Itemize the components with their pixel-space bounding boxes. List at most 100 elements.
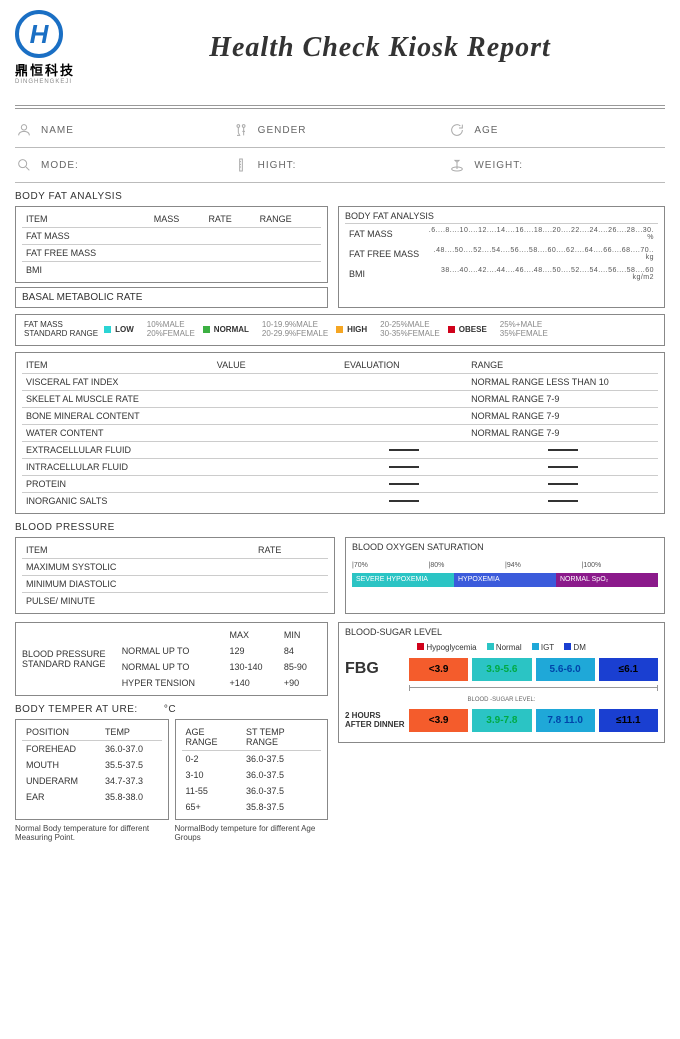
spo2-tick: |100%: [582, 562, 659, 569]
sugar-title: BLOOD-SUGAR LEVEL: [345, 627, 658, 637]
table-row: BMI: [22, 262, 150, 279]
fbg-segment: ≤11.1: [599, 709, 658, 732]
legend-item: HIGH20-25%MALE30-35%FEMALE: [336, 321, 440, 339]
table-row: FAT FREE MASS: [22, 245, 150, 262]
spo2-segment: SEVERE HYPOXEMIA: [352, 573, 454, 587]
report-header: H 鼎恒科技 DINGHENGKEJI Health Check Kiosk R…: [15, 10, 665, 85]
gender-label: GENDER: [258, 125, 307, 136]
table-row: 0-236.0-37.5: [182, 750, 322, 767]
table-row: 11-5536.0-37.5: [182, 783, 322, 799]
bmr-label: BASAL METABOLIC RATE: [22, 292, 142, 303]
table-row: VISCERAL FAT INDEXNORMAL RANGE LESS THAN…: [22, 373, 658, 390]
legend-title: FAT MASS STANDARD RANGE: [24, 321, 98, 339]
col-temp: TEMP: [101, 724, 162, 741]
bfa-title: BODY FAT ANALYSIS: [15, 191, 665, 202]
bp-title: BLOOD PRESSURE: [15, 522, 665, 533]
divider: [15, 182, 665, 183]
table-row: UNDERARM34.7-37.3: [22, 773, 162, 789]
info-row-2: MODE: HIGHT: WEIGHT:: [15, 152, 665, 178]
divider: [15, 147, 665, 148]
legend-item: LOW10%MALE20%FEMALE: [104, 321, 195, 339]
col-max: MAX: [226, 627, 280, 643]
table-row: FAT MASS: [22, 228, 150, 245]
logo-icon: H: [15, 10, 63, 58]
ruler-icon: [232, 156, 250, 174]
fbg-segment: <3.9: [409, 658, 468, 681]
fat-legend-box: FAT MASS STANDARD RANGE LOW10%MALE20%FEM…: [15, 314, 665, 346]
col-item: ITEM: [22, 357, 213, 374]
sugar-scale-line: [409, 687, 658, 693]
col-eval: EVALUATION: [340, 357, 467, 374]
table-row: NORMAL UP TO12984: [118, 643, 321, 659]
legend-item: Hypoglycemia: [417, 643, 476, 652]
col-min: MIN: [280, 627, 321, 643]
table-row: INTRACELLULAR FLUID: [22, 458, 658, 475]
temp-unit: °C: [164, 704, 176, 715]
page-title: Health Check Kiosk Report: [95, 32, 665, 64]
table-row: EXTRACELLULAR FLUID: [22, 441, 658, 458]
temp-note-right: NormalBody tempeture for different Age G…: [175, 824, 329, 842]
table-row: FOREHEAD36.0-37.0: [22, 740, 162, 757]
scale-row-label: BMI: [345, 264, 425, 284]
col-pos: POSITION: [22, 724, 101, 741]
temp-age-box: AGE RANGEST TEMP RANGE 0-236.0-37.53-103…: [175, 719, 329, 820]
logo-letter: H: [30, 19, 49, 50]
col-age: AGE RANGE: [182, 724, 242, 751]
bfa-right-title: BODY FAT ANALYSIS: [345, 211, 658, 224]
temp-title: BODY TEMPER AT URE:: [15, 704, 138, 715]
bp-range-table: MAXMIN NORMAL UP TO12984NORMAL UP TO130-…: [118, 627, 321, 691]
sugar-box: BLOOD-SUGAR LEVEL Hypoglycemia Normal IG…: [338, 622, 665, 743]
logo-en: DINGHENGKEJI: [15, 79, 75, 85]
legend-item: IGT: [532, 643, 555, 652]
col-range: RANGE: [256, 211, 321, 228]
sugar-scale-label: BLOOD -SUGAR LEVEL:: [345, 697, 658, 703]
table-row: INORGANIC SALTS: [22, 492, 658, 509]
col-rate: RATE: [254, 542, 328, 559]
spo2-title: BLOOD OXYGEN SATURATION: [352, 542, 658, 552]
after-dinner-label: 2 HOURS AFTER DINNER: [345, 711, 405, 730]
person-icon: [15, 121, 33, 139]
col-rate: RATE: [204, 211, 255, 228]
after-dinner-row: 2 HOURS AFTER DINNER <3.93.9-7.87.8 11.0…: [345, 709, 658, 732]
bp-range-title: BLOOD PRESSURE STANDARD RANGE: [22, 627, 112, 691]
table-row: NORMAL UP TO130-14085-90: [118, 659, 321, 675]
mode-label: MODE:: [41, 160, 79, 171]
height-label: HIGHT:: [258, 160, 297, 171]
fbg-segment: 3.9-7.8: [472, 709, 531, 732]
spo2-tick: |70%: [352, 562, 429, 569]
fbg-segment: <3.9: [409, 709, 468, 732]
sugar-legend: Hypoglycemia Normal IGT DM: [345, 643, 658, 652]
detail-table: ITEM VALUE EVALUATION RANGE VISCERAL FAT…: [22, 357, 658, 509]
spo2-segment: NORMAL SpO₂: [556, 573, 658, 587]
bfa-right-box: BODY FAT ANALYSIS FAT MASS.6....8....10.…: [338, 206, 665, 308]
bp-table: ITEMRATE MAXIMUM SYSTOLIC MINIMUM DIASTO…: [22, 542, 328, 609]
col-st: ST TEMP RANGE: [242, 724, 321, 751]
table-row: BONE MINERAL CONTENTNORMAL RANGE 7-9: [22, 407, 658, 424]
search-icon: [15, 156, 33, 174]
bfa-scale-table: FAT MASS.6....8....10....12....14....16.…: [345, 224, 658, 284]
fbg-segment: 3.9-5.6: [472, 658, 531, 681]
temp-title-row: BODY TEMPER AT URE: °C: [15, 704, 328, 715]
spo2-box: BLOOD OXYGEN SATURATION |70%|80%|94%|100…: [345, 537, 665, 614]
weight-label: WEIGHT:: [474, 160, 523, 171]
scale-unit: kg: [646, 254, 654, 261]
col-item: ITEM: [22, 542, 254, 559]
col-range: RANGE: [467, 357, 658, 374]
fbg-segment: 7.8 11.0: [536, 709, 595, 732]
gender-icon: [232, 121, 250, 139]
fbg-segment: ≤6.1: [599, 658, 658, 681]
spo2-segment: HYPOXEMIA: [454, 573, 556, 587]
bfa-table: ITEM MASS RATE RANGE FAT MASS FAT FREE M…: [22, 211, 321, 278]
bmr-box: BASAL METABOLIC RATE: [15, 287, 328, 308]
table-row: PROTEIN: [22, 475, 658, 492]
scale-unit: %: [647, 234, 654, 241]
fbg-segment: 5.6-6.0: [536, 658, 595, 681]
logo-block: H 鼎恒科技 DINGHENGKEJI: [15, 10, 75, 85]
legend-item: DM: [564, 643, 586, 652]
detail-box: ITEM VALUE EVALUATION RANGE VISCERAL FAT…: [15, 352, 665, 514]
table-row: HYPER TENSION+140+90: [118, 675, 321, 691]
bp-range-box: BLOOD PRESSURE STANDARD RANGE MAXMIN NOR…: [15, 622, 328, 696]
name-label: NAME: [41, 125, 74, 136]
col-value: VALUE: [213, 357, 340, 374]
table-row: 3-1036.0-37.5: [182, 767, 322, 783]
